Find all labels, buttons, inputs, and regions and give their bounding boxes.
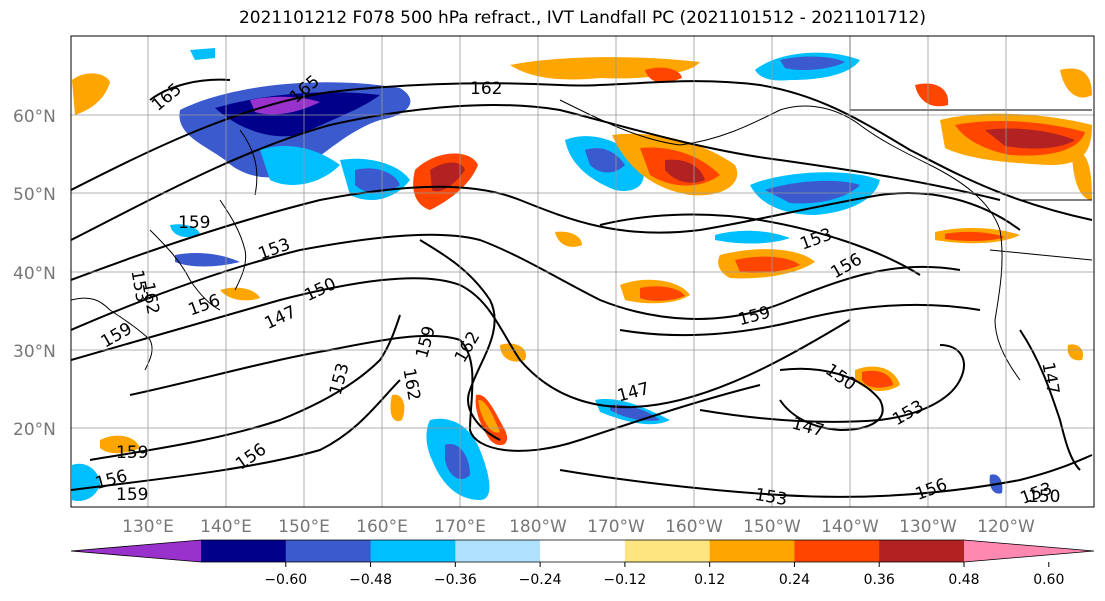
colorbar-swatch bbox=[201, 540, 287, 562]
lon-label: 180°W bbox=[509, 517, 567, 537]
shading-layer bbox=[72, 48, 1092, 502]
colorbar-tick-label: −0.60 bbox=[264, 572, 307, 588]
lon-label: 150°E bbox=[278, 517, 330, 537]
lon-label: 140°E bbox=[200, 517, 252, 537]
colorbar-extend-high bbox=[964, 540, 1094, 562]
contour-label: 159 bbox=[178, 213, 210, 233]
lat-label: 40°N bbox=[13, 264, 56, 284]
lon-label: 170°W bbox=[587, 517, 645, 537]
map-title: 2021101212 F078 500 hPa refract., IVT La… bbox=[238, 8, 926, 28]
lat-label: 30°N bbox=[13, 342, 56, 362]
lat-label: 60°N bbox=[13, 107, 56, 127]
colorbar-swatch bbox=[285, 540, 372, 562]
lon-label: 150°W bbox=[743, 517, 801, 537]
contour-label: 153 bbox=[753, 485, 788, 510]
contour-label: 159 bbox=[116, 485, 148, 505]
colorbar-swatch bbox=[709, 540, 795, 562]
lon-label: 170°E bbox=[434, 517, 486, 537]
lon-label: 140°W bbox=[821, 517, 879, 537]
colorbar-swatch bbox=[455, 540, 541, 562]
colorbar-tick-label: 0.48 bbox=[948, 572, 979, 588]
lat-label: 50°N bbox=[13, 185, 56, 205]
lon-label: 130°E bbox=[122, 517, 174, 537]
colorbar-swatch bbox=[540, 540, 626, 562]
coastlines bbox=[71, 36, 1093, 381]
colorbar-tick-label: 0.12 bbox=[694, 572, 725, 588]
colorbar-tick-label: 0.60 bbox=[1033, 572, 1064, 588]
colorbar-tick-label: 0.24 bbox=[779, 572, 810, 588]
lon-label: 160°W bbox=[665, 517, 723, 537]
latitude-labels: 60°N 50°N 40°N 30°N 20°N bbox=[13, 107, 56, 440]
colorbar-tick-label: 0.36 bbox=[864, 572, 895, 588]
colorbar: −0.60 −0.48 −0.36 −0.24 −0.12 0.12 0.24 0.36 0.4… bbox=[70, 539, 1095, 588]
colorbar-swatch bbox=[370, 540, 456, 562]
colorbar-swatch bbox=[794, 540, 880, 562]
lon-label: 120°W bbox=[977, 517, 1035, 537]
graticule bbox=[71, 36, 1094, 507]
colorbar-tick-label: −0.36 bbox=[434, 572, 477, 588]
map-frame bbox=[70, 35, 1095, 508]
colorbar-tick-label: −0.12 bbox=[603, 572, 646, 588]
lat-label: 20°N bbox=[13, 420, 56, 440]
longitude-labels: 130°E 140°E 150°E 160°E 170°E 180°W 170°… bbox=[122, 517, 1035, 537]
refractivity-contours bbox=[71, 78, 1093, 498]
colorbar-swatch bbox=[624, 540, 711, 562]
contour-label: 162 bbox=[470, 79, 502, 99]
colorbar-extend-low bbox=[71, 540, 201, 562]
colorbar-swatch bbox=[879, 540, 965, 562]
colorbar-tick-label: −0.24 bbox=[519, 572, 562, 588]
colorbar-tick-label: −0.48 bbox=[349, 572, 392, 588]
contour-label: 150 bbox=[1028, 487, 1060, 507]
contour-label: 159 bbox=[116, 443, 148, 463]
colorbar-outline bbox=[70, 539, 1095, 563]
lon-label: 160°E bbox=[356, 517, 408, 537]
lon-label: 130°W bbox=[899, 517, 957, 537]
